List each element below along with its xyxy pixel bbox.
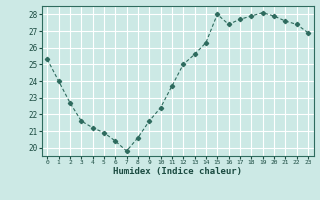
X-axis label: Humidex (Indice chaleur): Humidex (Indice chaleur) [113, 167, 242, 176]
